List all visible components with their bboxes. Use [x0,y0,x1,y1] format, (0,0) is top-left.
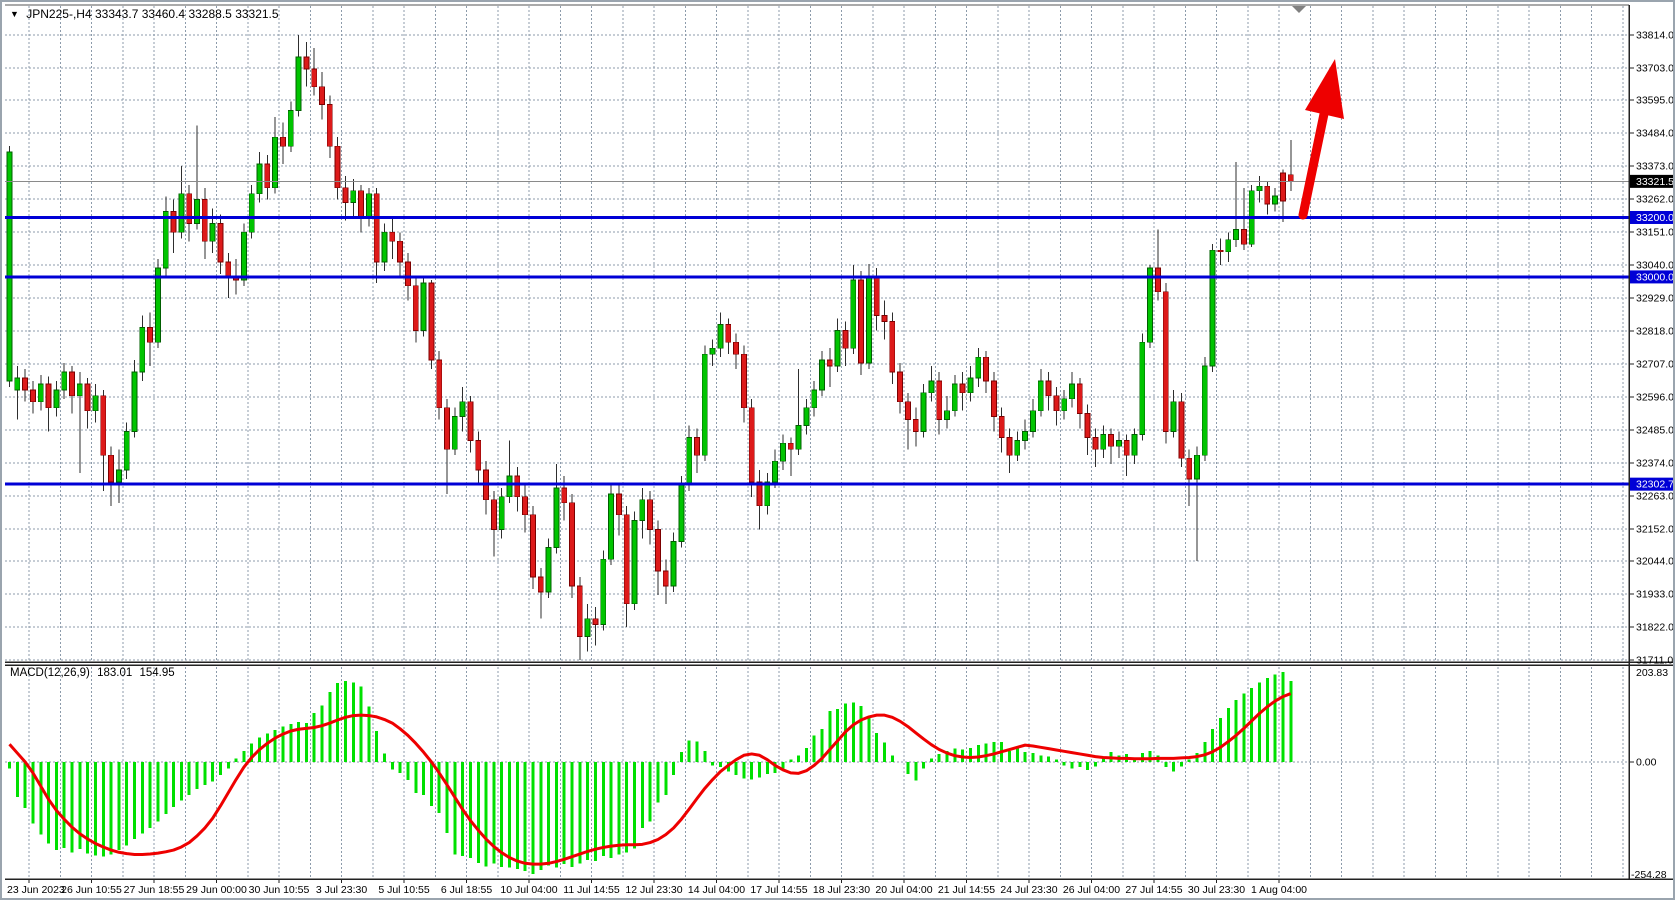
svg-text:24 Jul 23:30: 24 Jul 23:30 [1000,884,1057,896]
symbol-dropdown-icon[interactable]: ▼ [10,9,19,19]
macd-indicator-label: MACD(12,26,9) 183.01 154.95 [10,667,179,679]
ohlc-low: 33288.5 [188,7,232,21]
macd-name: MACD(12,26,9) [10,667,90,679]
svg-text:32818.0: 32818.0 [1636,326,1674,338]
svg-text:33151.0: 33151.0 [1636,227,1674,239]
svg-text:27 Jun 18:55: 27 Jun 18:55 [124,884,185,896]
svg-text:203.83: 203.83 [1636,667,1668,679]
svg-text:26 Jun 10:55: 26 Jun 10:55 [61,884,122,896]
svg-text:26 Jul 04:00: 26 Jul 04:00 [1063,884,1120,896]
svg-text:32152.0: 32152.0 [1636,523,1674,535]
svg-text:33000.0: 33000.0 [1636,271,1674,283]
svg-text:31711.0: 31711.0 [1636,655,1673,667]
svg-text:18 Jul 23:30: 18 Jul 23:30 [813,884,870,896]
macd-signal-value: 154.95 [139,667,175,679]
svg-text:20 Jul 04:00: 20 Jul 04:00 [875,884,932,896]
svg-text:17 Jul 14:55: 17 Jul 14:55 [750,884,807,896]
svg-text:14 Jul 04:00: 14 Jul 04:00 [688,884,745,896]
svg-text:32044.0: 32044.0 [1636,556,1674,568]
bar-shift-marker-icon [1292,6,1306,13]
svg-text:33040.0: 33040.0 [1636,260,1674,272]
svg-text:33200.0: 33200.0 [1636,212,1674,224]
svg-text:-254.28: -254.28 [1631,869,1667,881]
svg-text:32707.0: 32707.0 [1636,358,1674,370]
symbol-timeframe-label: JPN225-,H4 [26,7,92,21]
svg-text:29 Jun 00:00: 29 Jun 00:00 [186,884,247,896]
svg-text:32596.0: 32596.0 [1636,391,1674,403]
svg-text:3 Jul 23:30: 3 Jul 23:30 [316,884,368,896]
svg-text:12 Jul 23:30: 12 Jul 23:30 [625,884,682,896]
svg-text:33814.0: 33814.0 [1636,30,1674,42]
svg-text:32263.0: 32263.0 [1636,490,1674,502]
chart-title: ▼ JPN225-,H4 33343.7 33460.4 33288.5 333… [10,7,279,21]
svg-text:0.00: 0.00 [1636,756,1657,768]
svg-text:1 Aug 04:00: 1 Aug 04:00 [1251,884,1307,896]
ohlc-high: 33460.4 [141,7,186,21]
svg-text:33595.0: 33595.0 [1636,95,1674,107]
svg-text:32374.0: 32374.0 [1636,457,1674,469]
svg-text:32485.0: 32485.0 [1636,424,1674,436]
svg-text:33484.0: 33484.0 [1636,128,1674,140]
svg-text:21 Jul 14:55: 21 Jul 14:55 [938,884,995,896]
svg-text:33321.5: 33321.5 [1636,176,1674,188]
svg-text:32302.7: 32302.7 [1636,479,1674,491]
svg-text:33262.0: 33262.0 [1636,194,1674,206]
svg-text:5 Jul 10:55: 5 Jul 10:55 [378,884,430,896]
svg-text:33703.0: 33703.0 [1636,62,1674,74]
svg-text:33373.0: 33373.0 [1636,161,1674,173]
trend-arrow-up[interactable] [1298,59,1344,220]
svg-text:10 Jul 04:00: 10 Jul 04:00 [500,884,557,896]
grid [5,6,1629,878]
svg-text:30 Jun 10:55: 30 Jun 10:55 [249,884,310,896]
svg-text:23 Jun 2023: 23 Jun 2023 [7,884,65,896]
svg-text:27 Jul 14:55: 27 Jul 14:55 [1125,884,1182,896]
svg-text:30 Jul 23:30: 30 Jul 23:30 [1188,884,1245,896]
pane-borders [5,4,1673,880]
macd-series[interactable] [8,672,1293,874]
svg-text:11 Jul 14:55: 11 Jul 14:55 [563,884,620,896]
svg-text:31933.0: 31933.0 [1636,589,1674,601]
candlestick-series[interactable] [6,35,1294,660]
ohlc-open: 33343.7 [94,7,139,21]
svg-text:6 Jul 18:55: 6 Jul 18:55 [441,884,493,896]
ohlc-close: 33321.5 [235,7,279,21]
svg-text:31822.0: 31822.0 [1636,622,1674,634]
price-axis[interactable]: 33814.0 33703.0 33595.0 33484.0 33373.0 33262… [1629,30,1675,882]
horizontal-lines[interactable] [5,215,1629,486]
svg-text:32929.0: 32929.0 [1636,293,1674,305]
macd-main-value: 183.01 [97,667,133,679]
